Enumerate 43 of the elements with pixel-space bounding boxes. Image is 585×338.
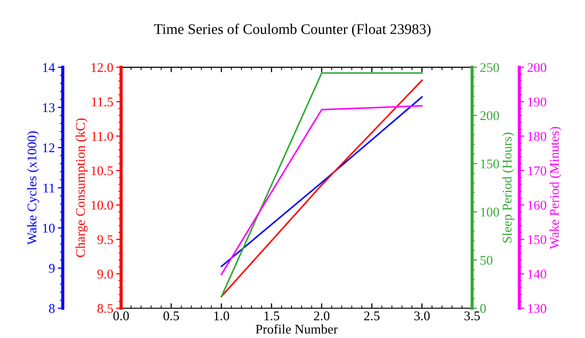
- x-tick-label: 3.5: [464, 311, 480, 320]
- x-axis-title: Profile Number: [256, 324, 338, 334]
- y-tick-label: 0: [480, 304, 486, 313]
- y2-tick-label: 160: [528, 200, 546, 210]
- y-tick-label: 100: [480, 208, 500, 217]
- x-tick-label: 1.0: [214, 311, 230, 320]
- x-tick-label: 0.5: [163, 311, 179, 320]
- y2-tick-label: 9.5: [97, 235, 113, 244]
- y-tick-label: 50: [480, 256, 492, 265]
- y2-tick-label: 11.5: [92, 98, 113, 106]
- y2-tick-label: 130: [528, 304, 546, 313]
- x-tick-label: 3.0: [414, 311, 430, 320]
- y-axis-title: Wake Cycles (x1000): [27, 131, 40, 245]
- y-tick-label: 10: [43, 224, 55, 233]
- y-tick-label: 200: [480, 111, 500, 120]
- x-tick-label: 2.0: [314, 311, 330, 320]
- y2-tick-label: 150: [528, 235, 546, 244]
- y2-tick-label: 10.5: [92, 166, 113, 176]
- y2-tick-label: 180: [528, 132, 546, 141]
- y2-axis-title: Charge Consumption (kC): [76, 118, 88, 258]
- y2-tick-label: 9.0: [97, 270, 113, 279]
- y-tick-label: 13: [43, 103, 55, 112]
- y-tick-label: 8: [49, 304, 55, 313]
- y-tick-label: 9: [48, 264, 55, 273]
- y2-tick-label: 140: [528, 270, 546, 279]
- y2-tick-label: 12.0: [92, 63, 113, 72]
- y-axis-title: Sleep Period (Hours): [502, 132, 514, 243]
- y2-tick-label: 170: [528, 166, 546, 176]
- y-tick-label: 14: [43, 63, 55, 72]
- y2-tick-label: 8.5: [97, 304, 113, 314]
- y2-tick-label: 190: [528, 97, 546, 106]
- y-tick-label: 150: [480, 159, 500, 168]
- y-tick-label: 250: [480, 63, 500, 72]
- y-tick-label: 11: [44, 184, 54, 192]
- y2-tick-label: 200: [528, 63, 546, 72]
- y2-tick-label: 11.0: [92, 132, 113, 141]
- chart-title: Time Series of Coulomb Counter (Float 23983): [154, 24, 431, 38]
- y-tick-label: 12: [43, 143, 54, 152]
- y2-axis-title: Wake Period (Minutes): [550, 126, 562, 250]
- x-tick-label: 2.5: [364, 311, 380, 320]
- x-tick-label: 0.0: [113, 311, 129, 320]
- x-tick-label: 1.5: [264, 311, 280, 320]
- y2-tick-label: 10.0: [92, 200, 113, 210]
